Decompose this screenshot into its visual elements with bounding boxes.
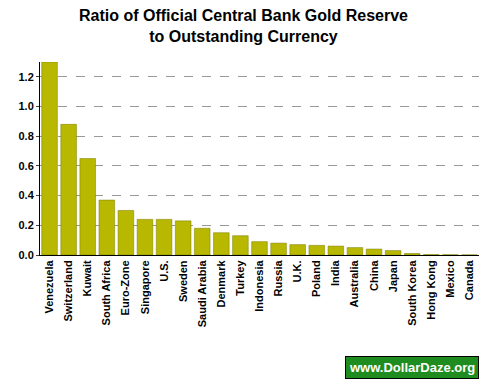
svg-text:Turkey: Turkey xyxy=(234,260,246,296)
svg-text:U.K.: U.K. xyxy=(291,260,303,282)
svg-text:Australia: Australia xyxy=(349,260,361,308)
svg-text:0.0: 0.0 xyxy=(19,249,34,261)
svg-text:Sweden: Sweden xyxy=(177,260,189,302)
svg-text:Canada: Canada xyxy=(463,260,475,301)
svg-text:Poland: Poland xyxy=(310,260,322,297)
svg-text:Mexico: Mexico xyxy=(444,260,456,298)
svg-text:0.2: 0.2 xyxy=(19,219,34,231)
svg-text:Singapore: Singapore xyxy=(139,260,151,314)
svg-text:1.0: 1.0 xyxy=(19,100,34,112)
svg-text:Japan: Japan xyxy=(387,260,399,292)
svg-text:Euro-Zone: Euro-Zone xyxy=(119,260,131,315)
svg-text:www.DollarDaze.org: www.DollarDaze.org xyxy=(349,360,475,375)
svg-text:Ratio of Official Central Bank: Ratio of Official Central Bank Gold Rese… xyxy=(79,7,408,45)
svg-text:0.4: 0.4 xyxy=(19,189,35,201)
svg-text:Hong Kong: Hong Kong xyxy=(425,260,437,319)
svg-text:Russia: Russia xyxy=(272,260,284,297)
svg-text:Saudi Arabia: Saudi Arabia xyxy=(196,260,208,328)
svg-text:China: China xyxy=(368,260,380,291)
svg-text:0.6: 0.6 xyxy=(19,160,34,172)
svg-text:Venezuela: Venezuela xyxy=(43,260,55,314)
svg-text:Switzerland: Switzerland xyxy=(62,260,74,321)
svg-text:South Korea: South Korea xyxy=(406,260,418,326)
svg-text:Denmark: Denmark xyxy=(215,260,227,308)
svg-text:Kuwait: Kuwait xyxy=(81,260,93,296)
svg-text:India: India xyxy=(329,260,341,287)
svg-text:1.2: 1.2 xyxy=(19,71,34,83)
svg-text:0.8: 0.8 xyxy=(19,130,34,142)
svg-text:U.S.: U.S. xyxy=(158,260,170,281)
svg-text:South Africa: South Africa xyxy=(100,260,112,326)
svg-text:Indonesia: Indonesia xyxy=(253,260,265,312)
